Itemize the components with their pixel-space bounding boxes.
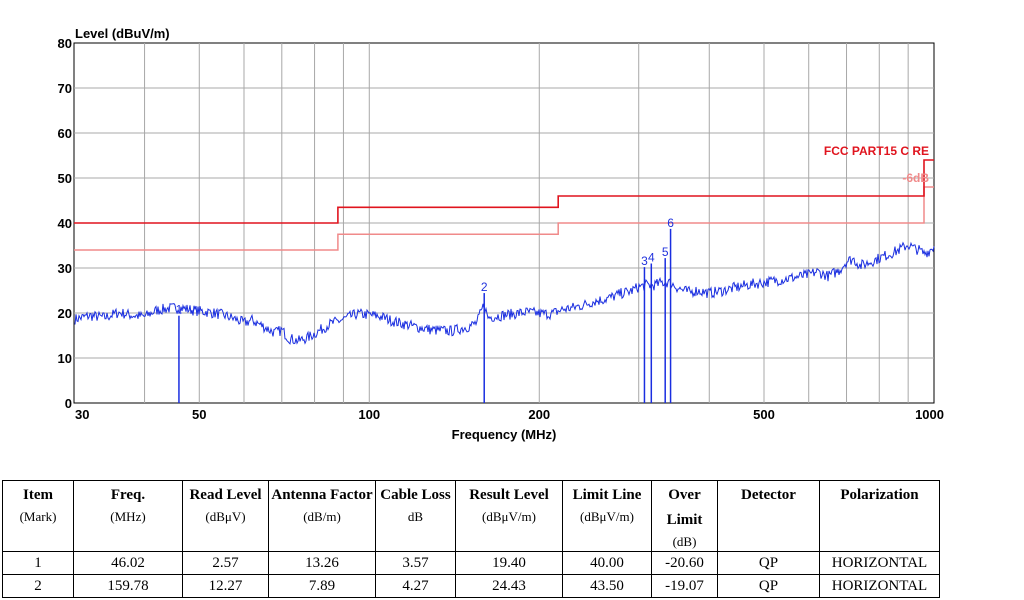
marker-label: 5: [662, 245, 669, 259]
spectrum-trace: [74, 241, 935, 345]
y-tick-label: 70: [58, 81, 72, 96]
header-unit: (Mark): [19, 509, 57, 524]
table-header-row: Item (Mark) Freq. (MHz) Read Level (dBμV) Ante…: [2, 480, 940, 552]
table-cell: 19.40: [455, 551, 563, 575]
table-header-cell: Freq. (MHz): [73, 480, 183, 552]
table-cell: 24.43: [455, 574, 563, 598]
x-axis-label: Frequency (MHz): [452, 427, 557, 442]
limit-label: FCC PART15 C RE: [824, 144, 929, 158]
header-unit: (dB/m): [303, 509, 341, 524]
table-cell: 7.89: [268, 574, 376, 598]
header-unit: (dB): [672, 534, 697, 549]
x-tick-label: 100: [358, 407, 380, 422]
x-tick-label: 1000: [915, 407, 944, 422]
emission-chart: 0 10 20 30 40 50 60 70 80 30 50 100 200 500 1000 1 2 3 4…: [58, 26, 944, 442]
y-tick-label: 0: [65, 396, 72, 411]
table-cell: 4.27: [375, 574, 456, 598]
table-cell: -19.07: [651, 574, 718, 598]
table-header-cell: Result Level (dBμV/m): [455, 480, 563, 552]
y-tick-label: 60: [58, 126, 72, 141]
results-table: Item (Mark) Freq. (MHz) Read Level (dBμV) Ante…: [2, 480, 940, 598]
table-header-cell: Antenna Factor (dB/m): [268, 480, 376, 552]
y-tick-label: 10: [58, 351, 72, 366]
table-cell: 3.57: [375, 551, 456, 575]
marker-group: 1 2 3 4 5 6: [176, 216, 674, 403]
limit-lines: [74, 159, 934, 251]
header-label: Polarization: [840, 487, 919, 503]
table-header-cell: Detector: [717, 480, 820, 552]
header-unit: (MHz): [110, 509, 146, 524]
table-header-cell: Polarization: [819, 480, 940, 552]
limit-line: [74, 159, 934, 224]
table-cell: HORIZONTAL: [819, 574, 940, 598]
y-tick-label: 20: [58, 306, 72, 321]
table-cell: 40.00: [562, 551, 652, 575]
table-header-cell: Cable Loss dB: [375, 480, 456, 552]
header-unit: (dBμV/m): [580, 509, 634, 524]
table-cell: HORIZONTAL: [819, 551, 940, 575]
table-body: 1 46.02 2.57 13.26 3.57 19.40 40.00 -20.60 QP HOR…: [2, 551, 940, 598]
table-header-cell: Over Limit (dB): [651, 480, 718, 552]
table-cell: QP: [717, 551, 820, 575]
table-cell: 12.27: [182, 574, 269, 598]
y-tick-label: 80: [58, 36, 72, 51]
header-label: Freq.: [110, 487, 146, 503]
table-cell: 1: [2, 551, 74, 575]
header-label: Detector: [741, 487, 796, 503]
header-label: Cable Loss: [380, 487, 451, 503]
x-tick-label: 500: [753, 407, 775, 422]
header-unit: (dBμV): [205, 509, 246, 524]
table-cell: 2.57: [182, 551, 269, 575]
table-cell: 46.02: [73, 551, 183, 575]
table-cell: -20.60: [651, 551, 718, 575]
table-cell: 13.26: [268, 551, 376, 575]
margin-label: -6dB: [902, 171, 929, 185]
header-label: Result Level: [469, 487, 549, 503]
table-cell: QP: [717, 574, 820, 598]
header-label: Item: [23, 487, 53, 503]
y-axis-label: Level (dBuV/m): [75, 26, 170, 41]
header-unit: dB: [407, 509, 424, 524]
x-tick-label: 50: [192, 407, 206, 422]
marker-label: 1: [176, 303, 183, 317]
marker-label: 4: [648, 251, 655, 265]
header-label: Antenna Factor: [271, 487, 373, 503]
table-header-cell: Limit Line (dBμV/m): [562, 480, 652, 552]
table-header-cell: Read Level (dBμV): [182, 480, 269, 552]
header-label: Over Limit: [666, 487, 703, 528]
marker-label: 6: [667, 216, 674, 230]
table-cell: 2: [2, 574, 74, 598]
x-tick-label: 30: [75, 407, 89, 422]
table-row: 1 46.02 2.57 13.26 3.57 19.40 40.00 -20.60 QP HOR…: [2, 551, 940, 575]
marker-label: 3: [641, 254, 648, 268]
y-tick-label: 40: [58, 216, 72, 231]
y-tick-label: 50: [58, 171, 72, 186]
table-row: 2 159.78 12.27 7.89 4.27 24.43 43.50 -19.07 QP HO…: [2, 574, 940, 598]
x-tick-label: 200: [528, 407, 550, 422]
table-cell: 159.78: [73, 574, 183, 598]
x-tick-labels: 30 50 100 200 500 1000: [75, 407, 944, 422]
header-label: Limit Line: [572, 487, 642, 503]
header-unit: (dBμV/m): [482, 509, 536, 524]
table-cell: 43.50: [562, 574, 652, 598]
header-label: Read Level: [189, 487, 262, 503]
marker-label: 2: [481, 280, 488, 294]
y-tick-labels: 0 10 20 30 40 50 60 70 80: [58, 36, 72, 411]
spectrum-trace-group: [74, 241, 935, 345]
y-tick-label: 30: [58, 261, 72, 276]
table-header-cell: Item (Mark): [2, 480, 74, 552]
